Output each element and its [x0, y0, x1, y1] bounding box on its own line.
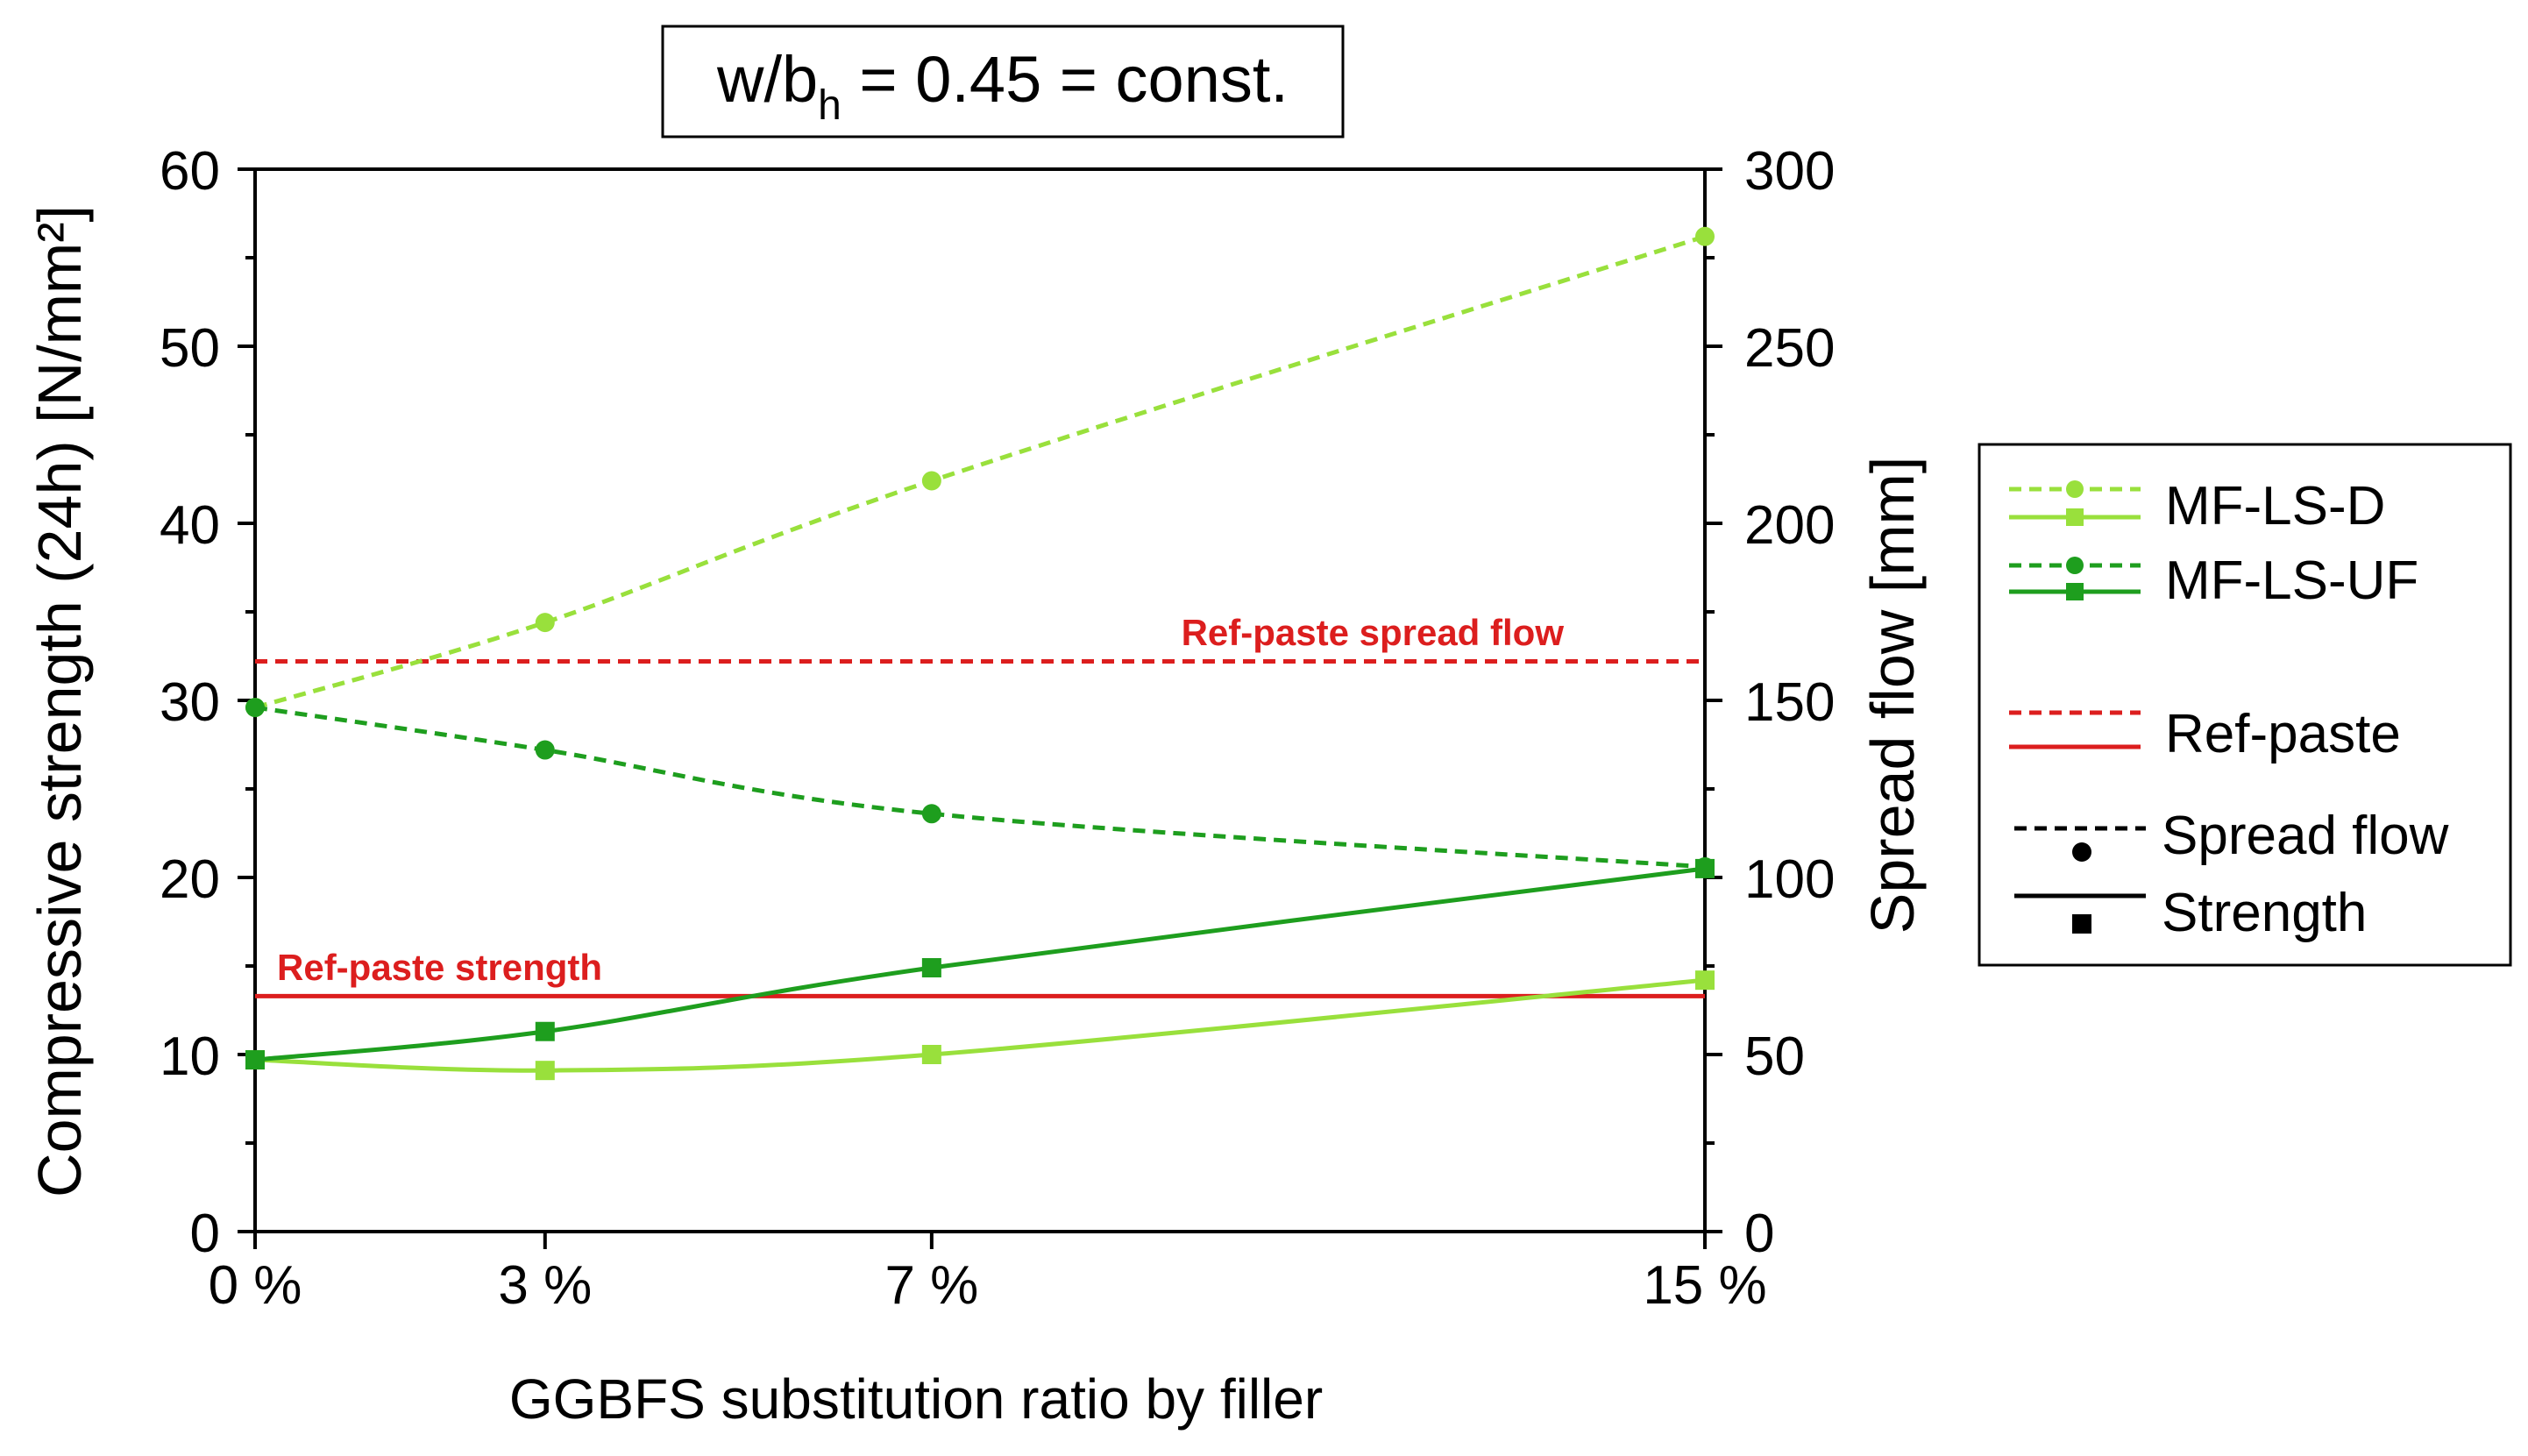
- y-right-tick-label: 250: [1744, 318, 1835, 379]
- x-tick-label: 0 %: [209, 1255, 302, 1316]
- data-point-mf-ls-d-spread-flow: [535, 613, 555, 633]
- y-left-tick-label: 60: [160, 141, 220, 202]
- y-left-tick-label: 50: [160, 318, 220, 379]
- y-right-tick-label: 150: [1744, 672, 1835, 733]
- series-line-mf-ls-d-strength: [254, 977, 1706, 1073]
- plot-area: [253, 167, 1707, 1233]
- data-point-mf-ls-uf-strength: [1695, 858, 1715, 878]
- legend-entry-mf-ls-d: MF-LS-D: [2009, 476, 2385, 536]
- legend-square-marker: [2072, 914, 2091, 934]
- data-point-mf-ls-d-strength: [921, 1045, 941, 1064]
- legend-entry-mf-ls-uf: MF-LS-UF: [2009, 550, 2418, 611]
- y-right-tick-label: 100: [1744, 849, 1835, 910]
- title-frame: [661, 25, 1345, 138]
- y-left-tick-label: 0: [190, 1204, 220, 1264]
- y-right-tick-label: 200: [1744, 495, 1835, 556]
- y-left-tick-label: 40: [160, 495, 220, 556]
- y-axis-right-title: Spread flow [mm]: [1858, 457, 1927, 934]
- series-line-mf-ls-uf-spread-flow: [254, 705, 1706, 870]
- ref-strength-label: Ref-paste strength: [277, 947, 602, 988]
- y-right-tick-label: 50: [1744, 1026, 1805, 1087]
- y-right-tick-label: 0: [1744, 1204, 1774, 1264]
- y-right-tick-label: 300: [1744, 141, 1835, 202]
- data-point-mf-ls-uf-strength: [921, 958, 941, 978]
- data-point-mf-ls-d-spread-flow: [921, 471, 941, 491]
- legend-square-marker: [2066, 583, 2084, 600]
- legend-frame: [1978, 443, 2512, 967]
- x-tick-label: 15 %: [1643, 1255, 1766, 1316]
- legend-entry-strength: Strength: [2014, 883, 2367, 943]
- data-point-mf-ls-d-spread-flow: [1695, 226, 1715, 246]
- x-tick-label: 3 %: [498, 1255, 592, 1316]
- legend-entry-ref-paste: Ref-paste: [2009, 704, 2401, 764]
- legend-label: Strength: [2162, 883, 2367, 943]
- legend-circle-marker: [2066, 557, 2084, 574]
- y-left-tick-label: 10: [160, 1026, 220, 1087]
- legend-circle-marker: [2066, 480, 2084, 498]
- data-series: [245, 226, 1715, 1081]
- reference-lines: [255, 659, 1705, 998]
- legend-entry-spread-flow: Spread flow: [2014, 806, 2449, 866]
- ref-spread-flow-label: Ref-paste spread flow: [1182, 612, 1565, 653]
- data-point-mf-ls-d-strength: [535, 1061, 555, 1081]
- data-point-mf-ls-uf-strength: [535, 1021, 555, 1041]
- title-box: w/bh = 0.45 = const.: [661, 25, 1345, 138]
- legend-label: MF-LS-UF: [2165, 550, 2418, 611]
- y-left-tick-label: 20: [160, 849, 220, 910]
- data-point-mf-ls-uf-spread-flow: [921, 804, 941, 824]
- y-axis-left-title: Compressive strength (24h) [N/mm²]: [25, 205, 94, 1197]
- legend-label: Ref-paste: [2165, 704, 2401, 764]
- axis-ticks: 0 10 20 30 40 50 60 0 50 100 150 200 250 300 0 % 3 % 7 %…: [160, 141, 1835, 1316]
- data-point-mf-ls-uf-spread-flow: [535, 740, 555, 760]
- x-axis-title: GGBFS substitution ratio by filler: [509, 1367, 1323, 1431]
- legend: MF-LS-D MF-LS-UF Ref-paste Spread flow S…: [1978, 443, 2512, 967]
- data-point-mf-ls-uf-strength: [245, 1050, 265, 1070]
- series-line-mf-ls-uf-strength: [254, 866, 1706, 1062]
- chart-title: w/bh = 0.45 = const.: [716, 43, 1289, 129]
- legend-square-marker: [2066, 508, 2084, 526]
- data-point-mf-ls-d-strength: [1695, 970, 1715, 991]
- legend-circle-marker: [2072, 842, 2091, 862]
- legend-label: Spread flow: [2162, 806, 2449, 866]
- x-tick-label: 7 %: [884, 1255, 978, 1316]
- y-left-tick-label: 30: [160, 672, 220, 733]
- data-point-mf-ls-uf-spread-flow: [245, 698, 265, 718]
- series-line-mf-ls-d-spread-flow: [254, 234, 1706, 710]
- legend-label: MF-LS-D: [2165, 476, 2385, 536]
